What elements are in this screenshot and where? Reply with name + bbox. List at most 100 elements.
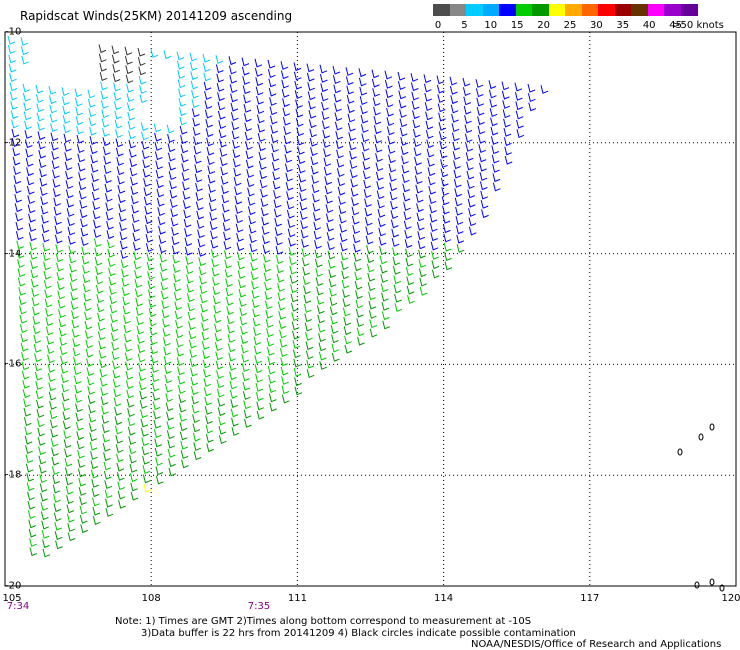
wind-barb	[481, 209, 489, 219]
wind-barb	[331, 343, 340, 353]
wind-barb	[311, 175, 319, 184]
wind-barb	[101, 118, 110, 128]
wind-barb	[191, 404, 200, 414]
wind-barb	[220, 166, 228, 176]
wind-barb	[198, 257, 206, 267]
wind-barb	[124, 46, 133, 56]
wind-barb	[168, 161, 176, 171]
wind-barb	[355, 290, 363, 300]
wind-barb	[190, 367, 198, 377]
wind-barb	[184, 237, 193, 247]
wind-barb	[30, 260, 38, 270]
wind-barb	[341, 270, 349, 280]
wind-barb	[42, 539, 50, 549]
wind-barb	[229, 380, 238, 390]
wind-barb	[490, 136, 499, 145]
wind-barb	[127, 121, 136, 130]
wind-barb	[280, 366, 289, 376]
wind-barb	[126, 93, 135, 102]
wind-barb	[37, 140, 46, 150]
wind-barb	[336, 149, 344, 159]
wind-barb	[13, 175, 22, 185]
wind-barb	[93, 238, 102, 248]
wind-barb	[335, 140, 344, 150]
wind-barb	[86, 376, 95, 386]
wind-barb	[126, 102, 135, 112]
wind-barb	[415, 184, 423, 194]
wind-barb	[206, 146, 215, 156]
wind-barb	[235, 223, 244, 233]
wind-barb	[323, 148, 331, 158]
wind-barb	[331, 352, 340, 362]
wind-barb	[403, 220, 412, 230]
wind-barb	[50, 123, 58, 132]
wind-barb	[128, 436, 136, 445]
wind-barb	[255, 382, 264, 392]
wind-barb	[144, 215, 153, 225]
wind-barb	[319, 361, 327, 370]
wind-barb	[428, 195, 437, 204]
wind-barb	[388, 154, 396, 164]
wind-barb	[174, 301, 182, 311]
wind-barb	[54, 234, 63, 244]
wind-barb	[114, 110, 122, 120]
wind-barb	[202, 53, 211, 63]
wind-barb	[123, 324, 132, 334]
wind-barb	[323, 166, 332, 176]
wind-barb	[39, 483, 48, 493]
wind-barb	[357, 336, 365, 346]
wind-barb	[399, 109, 407, 118]
wind-barb	[491, 154, 500, 164]
wind-barb	[87, 395, 96, 405]
wind-barb	[167, 133, 175, 143]
wind-barb	[139, 85, 147, 94]
wind-barb	[477, 125, 486, 135]
wind-barb	[230, 102, 239, 112]
wind-barb	[269, 97, 277, 106]
wind-barb	[41, 529, 50, 539]
wind-barb	[212, 277, 220, 286]
wind-barb	[438, 121, 447, 131]
wind-barb	[165, 402, 174, 412]
wind-barb	[462, 77, 471, 87]
wind-barb	[309, 137, 318, 147]
wind-barb	[94, 247, 102, 257]
wind-barb	[208, 202, 217, 212]
wind-barb	[271, 143, 279, 153]
wind-barb	[212, 295, 221, 305]
wind-barb	[277, 292, 286, 302]
wind-barb	[492, 173, 501, 183]
wind-barb	[132, 232, 141, 242]
wind-barb	[24, 120, 32, 130]
wind-barb	[75, 412, 84, 422]
wind-barb	[141, 140, 150, 150]
wind-barb	[201, 340, 210, 350]
wind-barb	[358, 77, 367, 87]
wind-barb	[213, 314, 222, 324]
wind-barb	[53, 197, 61, 207]
wind-barb	[100, 81, 108, 91]
wind-barb	[309, 128, 317, 138]
wind-barb	[248, 224, 257, 234]
wind-barb	[28, 223, 37, 232]
wind-barb	[440, 168, 449, 178]
wind-barb	[92, 516, 101, 525]
wind-barb	[50, 438, 59, 447]
wind-barb	[504, 146, 512, 156]
wind-barb	[324, 176, 332, 186]
wind-barb	[171, 245, 180, 255]
wind-barb	[321, 101, 329, 111]
wind-barb	[390, 210, 399, 219]
wind-barb	[53, 493, 61, 503]
legend-swatch	[433, 4, 450, 16]
wind-barb	[314, 258, 323, 268]
wind-barb	[142, 465, 151, 474]
wind-barb	[77, 153, 85, 163]
wind-barb	[222, 222, 231, 232]
wind-barb	[90, 163, 99, 173]
wind-barb	[184, 228, 192, 237]
wind-barb	[96, 294, 104, 303]
wind-barb	[292, 340, 301, 349]
wind-barb	[221, 185, 229, 195]
